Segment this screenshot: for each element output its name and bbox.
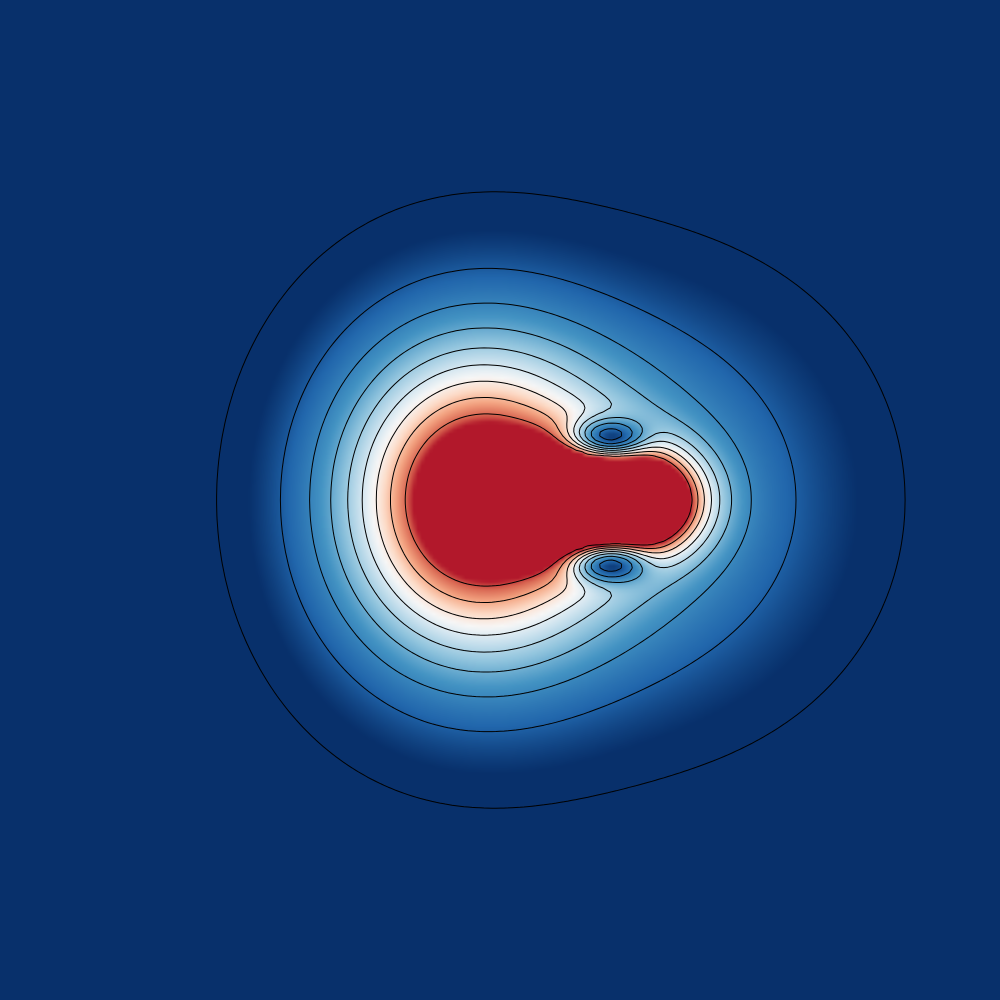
contour-line-level-5 [347,347,721,653]
contour-line-level-4 [330,327,733,673]
contour-line-level-7 [375,380,705,620]
contour-lines [216,191,906,809]
contour-line-level-9 [404,413,693,587]
contour-line-level-6 [361,364,712,636]
contour-line-level-1 [216,191,906,809]
contour-line-level-8 [390,397,699,603]
contour-line-level-3 [309,302,752,698]
contour-line-level-2 [279,267,797,733]
